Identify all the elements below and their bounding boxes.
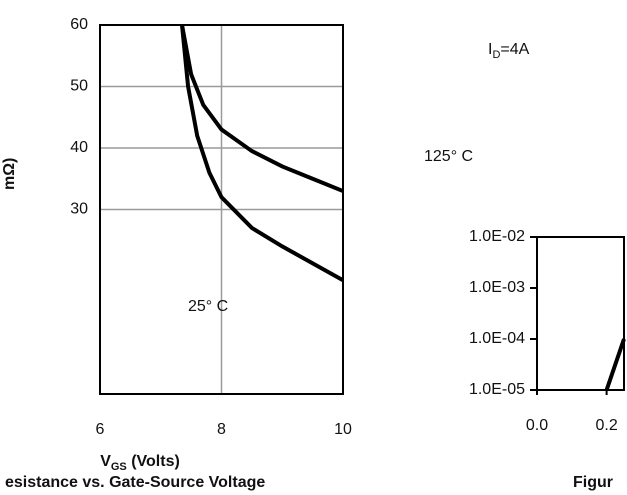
chart-title: esistance vs. Gate-Source Voltage <box>5 474 265 491</box>
y-tick-label: 50 <box>70 78 88 95</box>
y-tick-label: 40 <box>70 139 88 156</box>
x-axis-label: VGS (Volts) <box>100 453 180 473</box>
annotation: 25° C <box>188 298 228 315</box>
y-tick-label: 1.0E-02 <box>469 228 525 245</box>
annotation-main: 25° C <box>188 298 228 315</box>
y-tick-label: 1.0E-04 <box>469 330 525 347</box>
x-axis-label-sub: GS <box>111 461 127 473</box>
y-tick-label: 1.0E-05 <box>469 381 525 398</box>
x-axis-label-main: V <box>100 453 111 470</box>
x-tick-label: 0.2 <box>595 417 617 434</box>
y-tick-label: 30 <box>70 201 88 218</box>
annotation: ID=4A <box>488 41 530 61</box>
annotation-main: I <box>488 41 492 58</box>
data-line <box>180 24 344 282</box>
x-tick-label: 10 <box>334 421 352 438</box>
chart-title: Figur <box>573 474 613 491</box>
x-tick-label: 8 <box>217 421 226 438</box>
data-line <box>180 24 344 193</box>
x-tick-label: 0.0 <box>526 417 548 434</box>
plot-frame <box>99 24 344 395</box>
y-tick-label: 1.0E-03 <box>469 279 525 296</box>
data-line <box>604 338 626 391</box>
plot-frame <box>536 236 625 391</box>
annotation-sub: D <box>492 49 500 61</box>
annotation-rest: =4A <box>500 41 529 58</box>
y-tick-label: 60 <box>70 16 88 33</box>
annotation-main: 125° C <box>424 148 473 165</box>
y-axis-label: mΩ) <box>1 158 18 190</box>
x-tick-label: 6 <box>96 421 105 438</box>
x-axis-label-rest: (Volts) <box>127 453 180 470</box>
annotation: 125° C <box>424 148 473 165</box>
